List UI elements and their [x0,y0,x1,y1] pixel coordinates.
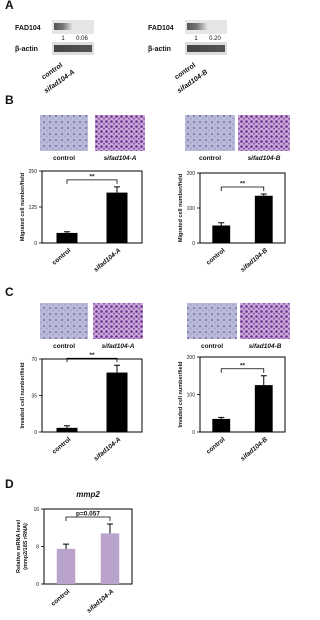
micrograph-label: sifad104-A [104,155,137,162]
x-tick-label: control [51,436,73,456]
y-axis-label: (mmp2/18S rRNA) [23,523,29,570]
chart-title: mmp2 [76,490,100,499]
y-tick-label: 70 [31,357,37,363]
bar [100,533,120,584]
x-tick-label: control [50,588,72,608]
micrograph-label: sifad104-B [249,343,282,350]
significance-label: ** [240,362,246,369]
x-tick-label: sifad104-B [239,247,269,274]
y-tick-label: 16 [33,507,39,513]
y-axis-label: Migrated cell number/field [20,173,26,241]
blot-ratio: 1 [194,36,198,42]
significance-bracket [220,368,265,373]
significance-bracket [65,516,111,521]
y-tick-label: 0 [192,241,195,247]
error-bar [64,425,70,428]
significance-bracket [66,357,118,363]
y-tick-label: 200 [187,171,196,177]
micrograph-label: control [201,343,223,350]
panel-label: B [5,93,14,107]
figure: A B C D FAD104 β-actin 1 0.06 control sifad104-A F… [5,0,290,615]
y-tick-label: 100 [187,206,196,212]
bar [106,372,128,432]
bar [56,427,78,432]
bar [212,418,231,432]
significance-bracket [66,179,118,184]
error-bar [64,231,70,233]
y-tick-label: 0 [34,241,37,247]
micrographs [40,115,290,339]
panel-label: D [5,477,14,491]
bar [56,548,76,584]
error-bar [114,186,120,193]
significance-label: p=0.057 [76,511,100,518]
blot-control: β-actin [15,46,38,53]
y-tick-label: 0 [192,430,195,436]
bar [254,385,273,432]
panel-label: A [5,0,14,12]
y-tick-label: 200 [187,355,196,361]
error-bar [260,193,267,196]
error-bar [114,364,120,373]
micrograph-label: control [53,343,75,350]
micrograph-label: sifad104-B [248,155,281,162]
x-tick-label: control [205,247,227,267]
x-tick-label: sifad104-A [93,247,123,274]
x-tick-label: control [205,436,227,456]
bar [106,192,128,243]
error-bar [218,222,225,226]
y-tick-label: 250 [29,169,38,175]
significance-bracket [220,186,265,191]
micrograph-label: control [53,155,75,162]
y-axis-label: Invaded cell number/field [178,361,184,427]
bar [56,232,78,243]
blot-target: FAD104 [148,25,174,32]
y-axis-label: Migrated cell number/field [178,174,184,242]
y-axis-label: Relative mRNA level [16,520,22,573]
x-tick-label: sifad104-A [86,588,116,615]
y-tick-label: 100 [187,393,196,399]
x-tick-label: control [51,247,73,267]
y-tick-label: 8 [36,545,39,551]
micrograph-label: control [199,155,221,162]
blot-control: β-actin [148,46,171,53]
error-bar [260,375,267,386]
bar [212,225,231,243]
panel-label: C [5,285,14,299]
error-bar [218,416,225,419]
significance-label: ** [240,181,246,188]
blot-ratio: 0.20 [209,36,221,42]
x-tick-label: sifad104-B [239,436,269,463]
blot-ratio: 1 [61,36,65,42]
blot-target: FAD104 [15,25,41,32]
blot-images [52,20,227,55]
y-tick-label: 125 [29,205,38,211]
x-tick-label: sifad104-A [93,436,123,463]
significance-label: ** [89,173,95,180]
y-tick-label: 0 [36,582,39,588]
blot-ratio: 0.06 [76,36,88,42]
y-axis-label: Invaded cell number/field [20,362,26,428]
error-bar [63,543,69,549]
y-tick-label: 0 [34,430,37,436]
micrograph-label: sifad104-A [102,343,135,350]
bar [254,195,273,243]
significance-label: ** [89,352,95,359]
error-bar [107,523,113,534]
y-tick-label: 35 [31,394,37,400]
